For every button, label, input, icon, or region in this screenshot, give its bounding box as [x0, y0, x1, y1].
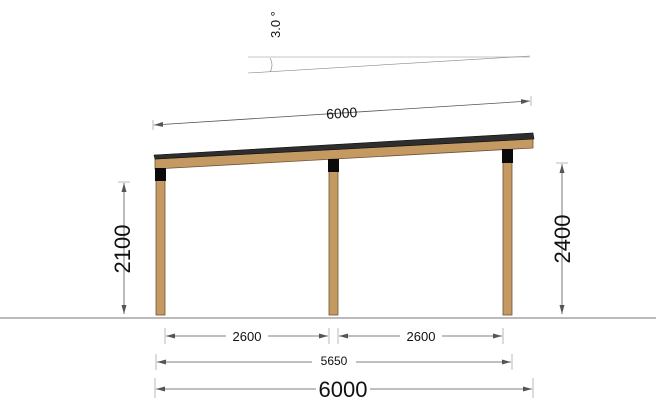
left-height-dimension: 2100 — [110, 181, 135, 314]
roof-pitch-label: 3.0 ° — [268, 11, 283, 38]
left-span-label: 2600 — [233, 329, 262, 344]
overall-width-label: 6000 — [319, 377, 368, 402]
right-span-label: 2600 — [407, 329, 436, 344]
roof-pitch-indicator: 3.0 ° — [247, 11, 531, 74]
left-post — [155, 173, 166, 316]
right-span-dimension: 2600 — [337, 328, 504, 344]
roof-length-label: 6000 — [326, 104, 358, 122]
left-span-dimension: 2600 — [164, 328, 330, 344]
right-post — [502, 151, 513, 316]
overall-width-dimension: 6000 — [154, 377, 534, 402]
right-bracket — [502, 149, 513, 163]
right-height-dimension: 2400 — [550, 162, 575, 314]
post-centers-dimension: 5650 — [155, 353, 513, 370]
roof-length-dimension: 6000 — [152, 96, 532, 130]
left-bracket — [155, 168, 166, 181]
left-height-label: 2100 — [110, 225, 135, 274]
right-height-label: 2400 — [550, 215, 575, 264]
middle-bracket — [328, 159, 339, 172]
post-centers-label: 5650 — [321, 354, 348, 368]
middle-post — [328, 163, 339, 316]
roof-sheet — [153, 132, 535, 160]
